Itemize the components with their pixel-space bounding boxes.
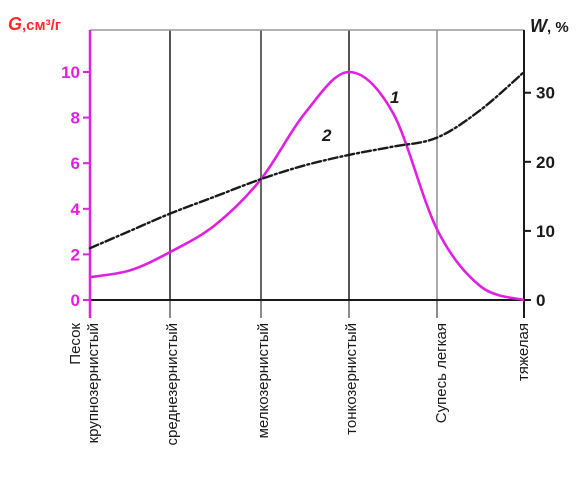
category-label-0-1: крупнозернистый xyxy=(85,323,102,443)
right-tick-label-0: 0 xyxy=(536,291,545,310)
category-label-0-0: Песок xyxy=(67,323,84,365)
category-label-1-0: среднезернистый xyxy=(164,323,181,446)
grid xyxy=(169,30,438,318)
left-axis-title: G,см³/г xyxy=(8,14,61,34)
category-label-2-0: мелкозернистый xyxy=(255,323,272,438)
category-labels: Песок крупнозернистый среднезернистый мелко… xyxy=(67,323,532,446)
left-tick-label-4: 8 xyxy=(71,109,80,128)
series-2-label: 2 xyxy=(321,126,332,145)
series-1-line xyxy=(88,70,526,302)
left-tick-label-2: 4 xyxy=(71,200,81,219)
right-tick-label-3: 30 xyxy=(536,84,555,103)
right-tick-label-1: 10 xyxy=(536,222,555,241)
series-1-label: 1 xyxy=(390,88,399,107)
left-tick-label-5: 10 xyxy=(61,63,80,82)
series-2-line xyxy=(88,70,526,250)
axes xyxy=(88,29,525,318)
left-tick-label-0: 0 xyxy=(71,291,80,310)
right-axis-title: W, % xyxy=(530,16,569,36)
right-tick-label-2: 20 xyxy=(536,153,555,172)
category-label-5-0: тяжелая xyxy=(515,323,532,381)
category-label-3-0: тонкозернистый xyxy=(343,323,360,435)
series xyxy=(88,70,526,302)
left-tick-label-1: 2 xyxy=(71,245,80,264)
category-label-4-0: Супесь легкая xyxy=(433,323,450,423)
left-tick-label-3: 6 xyxy=(71,154,80,173)
left-tick-labels: 0 2 4 6 8 10 xyxy=(61,63,90,310)
right-tick-labels: 0 10 20 30 xyxy=(524,84,555,310)
